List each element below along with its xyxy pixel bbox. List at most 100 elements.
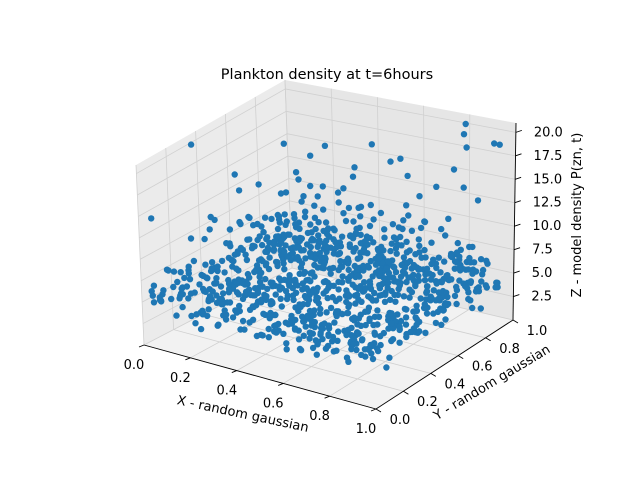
scatter-point (491, 140, 498, 147)
scatter-point (388, 240, 395, 247)
scatter-point (410, 261, 418, 269)
z-tick-label: 7.5 (532, 243, 553, 258)
scatter-point (371, 331, 379, 338)
scatter-point (386, 296, 394, 303)
scatter-point (397, 155, 404, 162)
z-tick-label: 10.0 (532, 219, 561, 234)
scatter-point (361, 346, 369, 353)
scatter-point (340, 185, 347, 192)
scatter-point (416, 328, 423, 335)
scatter-point (206, 226, 213, 233)
scatter-point (377, 209, 385, 217)
scatter-point (462, 120, 469, 128)
scatter-point (388, 310, 395, 317)
scatter-point (374, 321, 381, 328)
scatter-point (267, 301, 274, 308)
scatter-point (417, 295, 424, 302)
scatter-point (376, 255, 383, 262)
scatter-point (394, 241, 401, 248)
scatter-point (272, 322, 279, 329)
scatter-point (403, 306, 410, 313)
scatter-point (247, 291, 255, 299)
scatter-point (344, 255, 352, 262)
scatter-point (396, 323, 403, 330)
scatter-point (265, 334, 272, 341)
scatter-point (433, 183, 440, 190)
scatter-point (337, 263, 344, 270)
scatter-point (302, 285, 309, 292)
scatter-point (366, 222, 374, 230)
scatter-point (421, 277, 429, 284)
y-grid-line (165, 147, 404, 392)
scatter-point (185, 270, 192, 277)
scatter-point (408, 227, 416, 234)
scatter-point (323, 287, 330, 295)
scatter-point (333, 312, 340, 320)
scatter-point (221, 269, 228, 276)
scatter-point (351, 164, 358, 171)
scatter-point (403, 238, 410, 245)
scatter-point (187, 235, 195, 242)
scatter-point (421, 301, 428, 308)
scatter-point (386, 354, 393, 361)
scatter-point (402, 321, 410, 328)
scatter-point (316, 249, 323, 257)
scatter-point (300, 332, 307, 339)
scatter-point (448, 276, 455, 283)
scatter-point (312, 255, 319, 262)
scatter-point (401, 264, 409, 272)
scatter-point (460, 184, 467, 191)
scatter-point (345, 204, 353, 212)
scatter-point (321, 254, 329, 261)
scatter-point (284, 231, 292, 238)
scatter-point (350, 248, 357, 255)
chart-title: Plankton density at t=6hours (221, 67, 433, 83)
scatter-point (290, 211, 298, 218)
scatter-point (235, 187, 243, 194)
scatter-point (280, 140, 287, 147)
scatter-point (362, 237, 369, 244)
y-axis-line (375, 319, 514, 410)
scatter-point (361, 279, 368, 286)
scatter-point (327, 304, 335, 312)
scatter-point (255, 257, 263, 264)
y-tick-label: 0.8 (499, 342, 520, 357)
scatter-point (263, 260, 270, 267)
scatter-point (253, 262, 261, 269)
x-tick-mark (231, 370, 237, 374)
scatter-point (290, 296, 297, 304)
scatter-point (345, 326, 352, 333)
x-tick-mark (185, 357, 191, 361)
x-tick-label: 0.6 (263, 396, 284, 411)
scatter-point (335, 286, 342, 293)
scatter-point (477, 256, 485, 263)
scatter-point (308, 237, 315, 244)
scatter-point (283, 340, 290, 347)
scatter-point (229, 314, 237, 321)
z-tick-label: 15.0 (533, 172, 562, 187)
scatter-point (408, 288, 416, 296)
scatter-point (376, 282, 383, 289)
scatter-point (281, 248, 288, 255)
scatter-point (302, 208, 309, 215)
scatter-point (330, 282, 337, 289)
scatter-point (256, 278, 264, 286)
scatter-point (239, 246, 247, 254)
scatter-point (352, 300, 359, 307)
scatter-point (242, 251, 249, 258)
scatter-point (317, 329, 324, 336)
scatter-point (322, 219, 330, 226)
scatter-point (300, 318, 307, 325)
scatter-point (208, 265, 215, 272)
scatter-point (270, 311, 277, 319)
scatter-point (402, 314, 410, 321)
scatter-point (233, 309, 240, 316)
y-tick-label: 0.2 (417, 395, 438, 410)
scatter-point (477, 305, 484, 312)
scatter-point (295, 336, 303, 343)
scatter-point (350, 218, 357, 225)
scatter-point (435, 254, 442, 261)
scatter-point (300, 193, 307, 200)
scatter-point (430, 310, 437, 317)
